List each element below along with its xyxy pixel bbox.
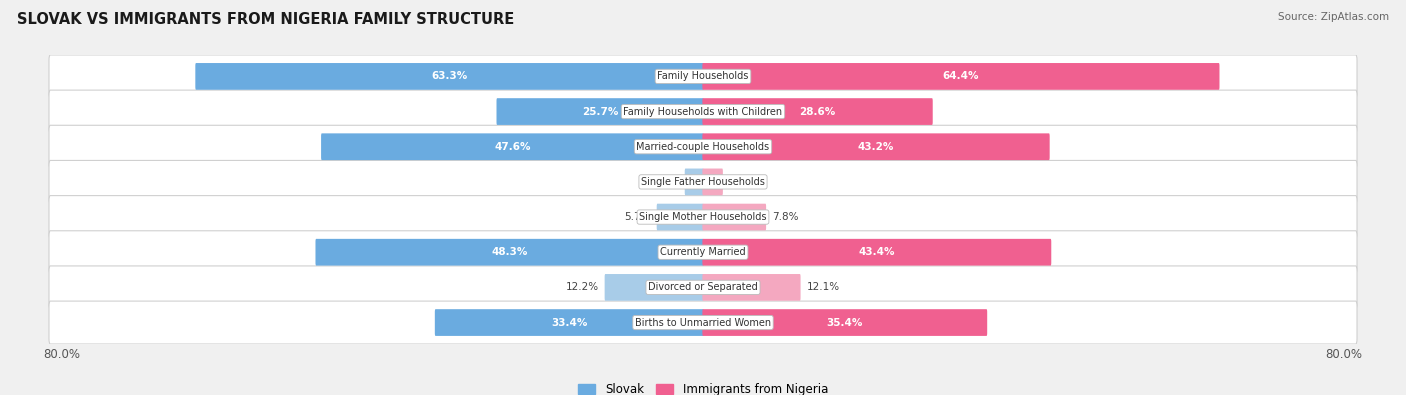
FancyBboxPatch shape: [321, 134, 703, 160]
Text: Single Father Households: Single Father Households: [641, 177, 765, 187]
Text: 7.8%: 7.8%: [772, 212, 799, 222]
Text: Divorced or Separated: Divorced or Separated: [648, 282, 758, 292]
Text: 33.4%: 33.4%: [551, 318, 588, 327]
FancyBboxPatch shape: [657, 204, 703, 230]
Text: 28.6%: 28.6%: [800, 107, 835, 117]
Text: Births to Unmarried Women: Births to Unmarried Women: [636, 318, 770, 327]
FancyBboxPatch shape: [49, 90, 1357, 133]
FancyBboxPatch shape: [685, 169, 703, 195]
Text: 64.4%: 64.4%: [942, 71, 979, 81]
FancyBboxPatch shape: [315, 239, 703, 265]
Text: 5.7%: 5.7%: [624, 212, 651, 222]
FancyBboxPatch shape: [49, 160, 1357, 203]
FancyBboxPatch shape: [703, 274, 800, 301]
FancyBboxPatch shape: [703, 309, 987, 336]
Text: Single Mother Households: Single Mother Households: [640, 212, 766, 222]
Text: 35.4%: 35.4%: [827, 318, 863, 327]
Text: 2.4%: 2.4%: [728, 177, 755, 187]
FancyBboxPatch shape: [49, 301, 1357, 344]
FancyBboxPatch shape: [49, 231, 1357, 274]
Text: 12.1%: 12.1%: [806, 282, 839, 292]
FancyBboxPatch shape: [49, 266, 1357, 309]
FancyBboxPatch shape: [49, 55, 1357, 98]
FancyBboxPatch shape: [703, 204, 766, 230]
Text: 12.2%: 12.2%: [565, 282, 599, 292]
FancyBboxPatch shape: [49, 125, 1357, 168]
Text: 48.3%: 48.3%: [491, 247, 527, 257]
FancyBboxPatch shape: [703, 239, 1052, 265]
Text: Currently Married: Currently Married: [661, 247, 745, 257]
Text: Family Households with Children: Family Households with Children: [623, 107, 783, 117]
Text: 2.2%: 2.2%: [652, 177, 679, 187]
Text: 25.7%: 25.7%: [582, 107, 619, 117]
Legend: Slovak, Immigrants from Nigeria: Slovak, Immigrants from Nigeria: [574, 379, 832, 395]
FancyBboxPatch shape: [703, 63, 1219, 90]
Text: Family Households: Family Households: [658, 71, 748, 81]
Text: Source: ZipAtlas.com: Source: ZipAtlas.com: [1278, 12, 1389, 22]
FancyBboxPatch shape: [703, 98, 932, 125]
Text: 47.6%: 47.6%: [494, 142, 530, 152]
FancyBboxPatch shape: [49, 196, 1357, 239]
FancyBboxPatch shape: [195, 63, 703, 90]
FancyBboxPatch shape: [434, 309, 703, 336]
Text: SLOVAK VS IMMIGRANTS FROM NIGERIA FAMILY STRUCTURE: SLOVAK VS IMMIGRANTS FROM NIGERIA FAMILY…: [17, 12, 515, 27]
Text: Married-couple Households: Married-couple Households: [637, 142, 769, 152]
FancyBboxPatch shape: [703, 134, 1050, 160]
FancyBboxPatch shape: [605, 274, 703, 301]
Text: 43.4%: 43.4%: [859, 247, 896, 257]
FancyBboxPatch shape: [496, 98, 703, 125]
FancyBboxPatch shape: [703, 169, 723, 195]
Text: 63.3%: 63.3%: [432, 71, 468, 81]
Text: 43.2%: 43.2%: [858, 142, 894, 152]
